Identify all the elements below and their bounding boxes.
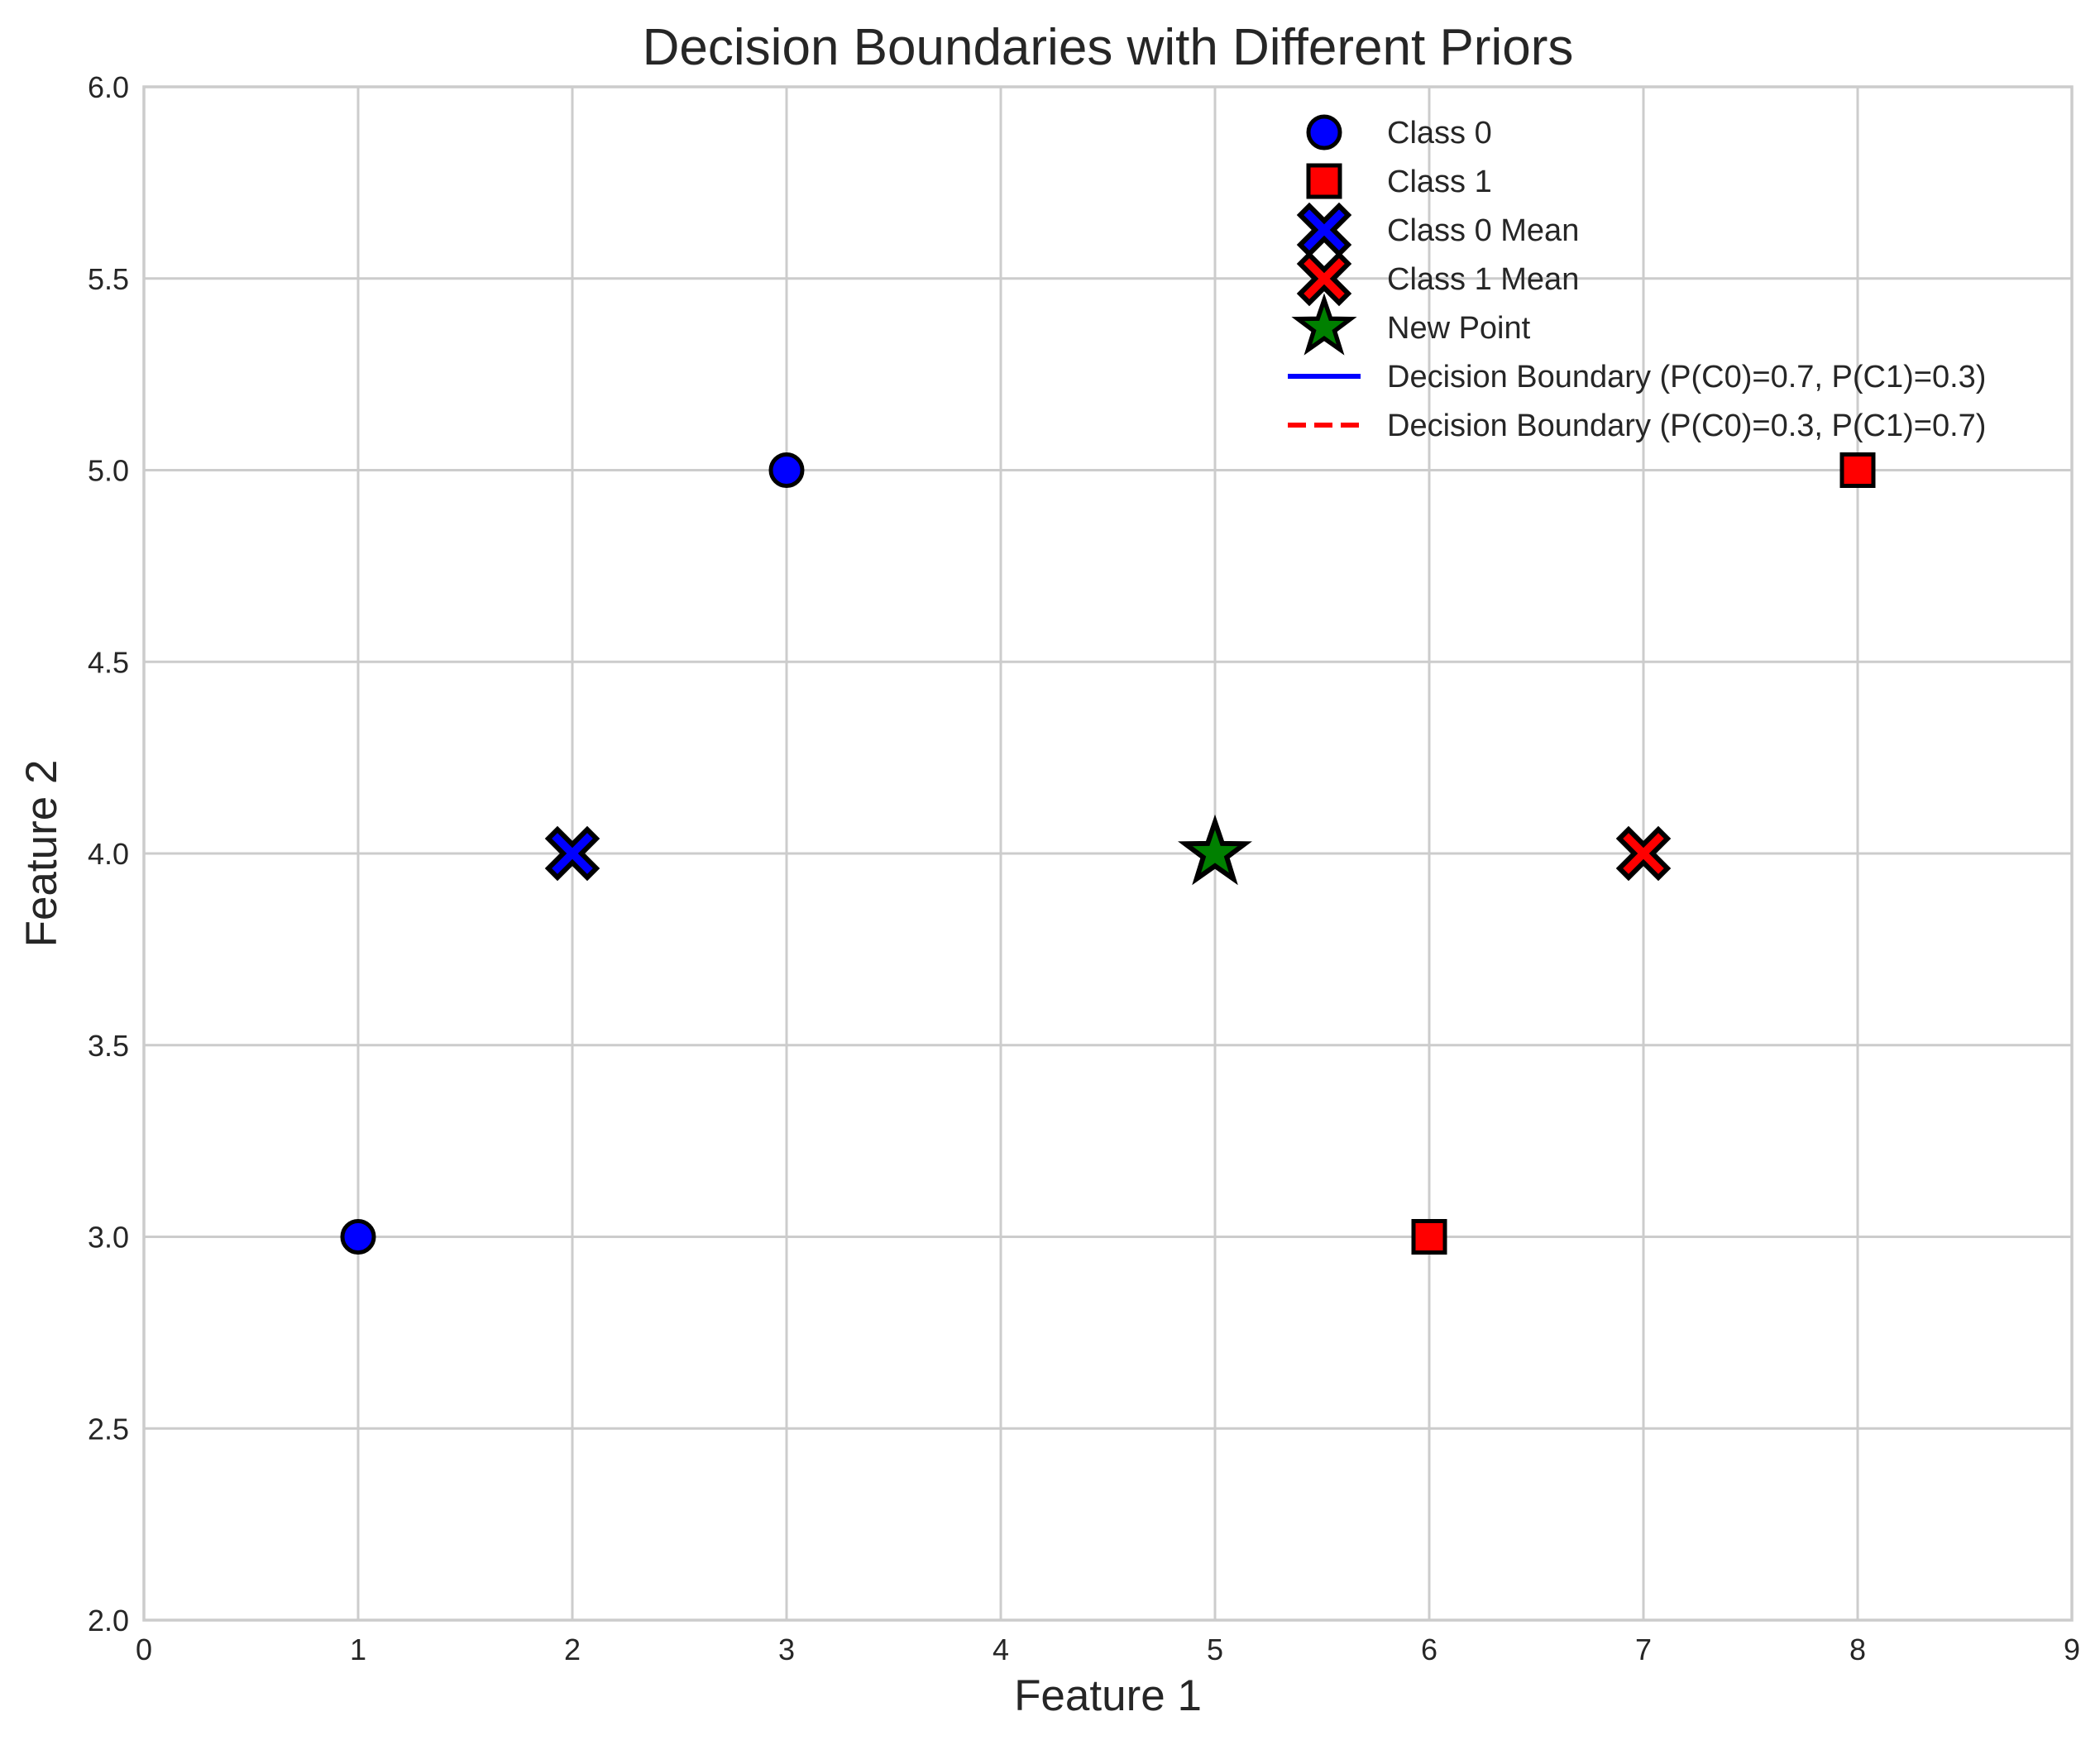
data-markers xyxy=(340,452,1876,1255)
legend-marker-4 xyxy=(1291,293,1357,356)
x-tick-label: 3 xyxy=(778,1633,795,1666)
y-tick-label: 4.5 xyxy=(88,645,129,679)
legend-line-label-1: Decision Boundary (P(C0)=0.3, P(C1)=0.7) xyxy=(1387,409,1986,443)
chart-title: Decision Boundaries with Different Prior… xyxy=(643,19,1574,76)
tick-labels: 0 1 2 3 4 5 6 7 8 9 2.0 2.5 3.0 3.5 4.0 4.5 5.0 5.5 6.0 xyxy=(88,70,2080,1666)
x-tick-label: 2 xyxy=(564,1633,581,1666)
y-tick-label: 5.5 xyxy=(88,262,129,296)
series-4-point xyxy=(1178,814,1252,886)
x-tick-label: 4 xyxy=(993,1633,1009,1666)
legend-label-4: New Point xyxy=(1387,311,1531,346)
series-2-point xyxy=(544,825,600,882)
x-tick-label: 7 xyxy=(1635,1633,1652,1666)
series-0-point xyxy=(768,452,805,488)
y-tick-label: 2.0 xyxy=(88,1604,129,1637)
legend: Class 0 Class 1 Class 0 Mean Class 1 Mean Ne… xyxy=(1288,114,1986,443)
series-0-point xyxy=(340,1219,376,1255)
x-tick-label: 5 xyxy=(1207,1633,1223,1666)
legend-marker-1 xyxy=(1306,163,1342,199)
series-1-point xyxy=(1411,1219,1447,1255)
series-3-point xyxy=(1615,825,1672,882)
x-tick-label: 6 xyxy=(1421,1633,1437,1666)
x-tick-label: 9 xyxy=(2064,1633,2080,1666)
legend-label-3: Class 1 Mean xyxy=(1387,262,1579,297)
legend-label-0: Class 0 xyxy=(1387,116,1492,151)
x-tick-label: 8 xyxy=(1849,1633,1866,1666)
legend-line-label-0: Decision Boundary (P(C0)=0.7, P(C1)=0.3) xyxy=(1387,360,1986,394)
y-tick-label: 3.0 xyxy=(88,1221,129,1255)
y-axis-title: Feature 2 xyxy=(17,760,66,948)
legend-label-2: Class 0 Mean xyxy=(1387,213,1579,248)
y-tick-label: 5.0 xyxy=(88,454,129,488)
y-tick-label: 2.5 xyxy=(88,1412,129,1446)
series-1-point xyxy=(1839,452,1876,488)
legend-label-1: Class 1 xyxy=(1387,165,1492,199)
x-tick-label: 1 xyxy=(350,1633,366,1666)
x-axis-title: Feature 1 xyxy=(1014,1671,1202,1720)
x-tick-label: 0 xyxy=(136,1633,152,1666)
legend-marker-0 xyxy=(1306,114,1342,151)
plot-frame xyxy=(142,85,2074,1622)
y-tick-label: 6.0 xyxy=(88,70,129,104)
y-tick-label: 3.5 xyxy=(88,1029,129,1063)
legend-marker-3 xyxy=(1296,251,1352,307)
y-tick-label: 4.0 xyxy=(88,837,129,871)
